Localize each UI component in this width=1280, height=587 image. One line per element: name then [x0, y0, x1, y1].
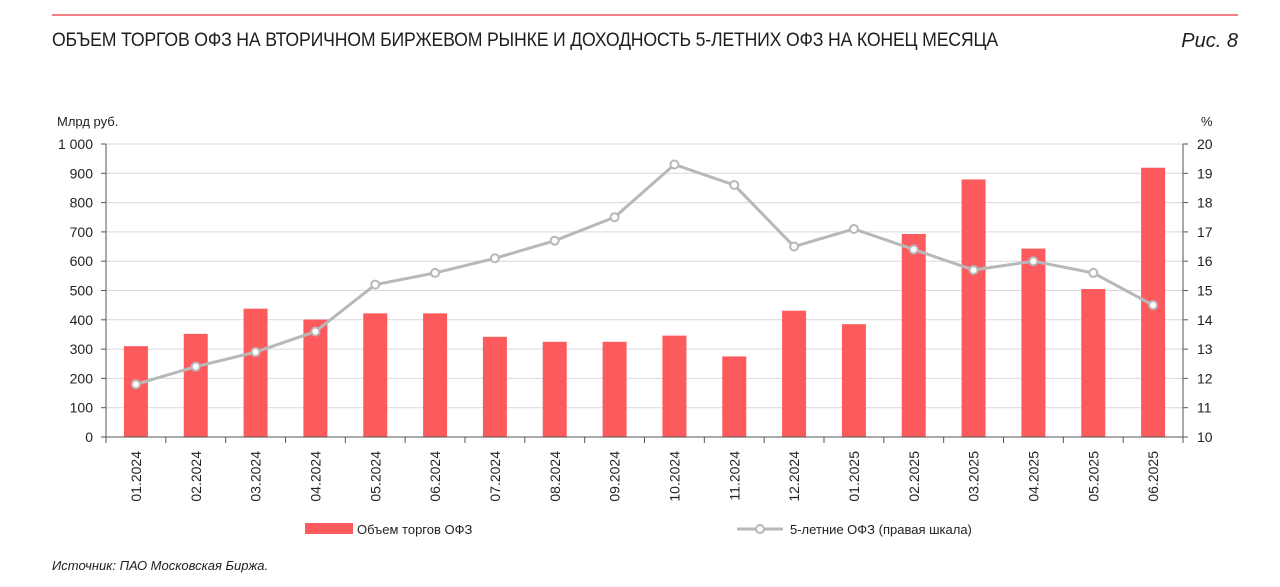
bar-02.2025 [901, 233, 926, 437]
x-tick-label: 01.2025 [846, 451, 862, 502]
y-left-tick-label: 800 [70, 195, 94, 211]
bar-08.2024 [542, 341, 567, 437]
y-left-tick-label: 400 [70, 312, 94, 328]
legend-bar-swatch [305, 523, 353, 534]
y-right-axis-label: % [1201, 114, 1213, 129]
yield-point-02.2025 [908, 244, 919, 255]
yield-point-04.2024 [310, 326, 321, 337]
y-left-tick-label: 200 [70, 370, 94, 386]
tick-labels: 0 100 200 300 400 500 600 700 800 900 1 000 10 11 12 1… [58, 136, 1213, 502]
bar-01.2024 [123, 346, 148, 437]
yield-point-06.2024 [430, 267, 441, 278]
x-tick-label: 04.2025 [1025, 451, 1041, 502]
yield-point-08.2024 [549, 235, 560, 246]
x-tick-label: 05.2024 [367, 451, 383, 502]
line-series [130, 159, 1159, 390]
legend: Объем торгов ОФЗ 5-летние ОФЗ (правая шк… [305, 522, 972, 537]
y-left-tick-label: 900 [70, 165, 94, 181]
yield-point-03.2024 [250, 347, 261, 358]
y-left-tick-label: 700 [70, 224, 94, 240]
yield-point-05.2025 [1088, 267, 1099, 278]
yield-point-01.2024 [130, 379, 141, 390]
bar-12.2024 [782, 310, 807, 437]
bar-03.2025 [961, 179, 986, 437]
y-right-tick-label: 13 [1197, 341, 1213, 357]
y-right-tick-label: 16 [1197, 253, 1213, 269]
x-tick-label: 07.2024 [487, 451, 503, 502]
x-tick-label: 02.2024 [188, 451, 204, 502]
chart-title: ОБЪЕМ ТОРГОВ ОФЗ НА ВТОРИЧНОМ БИРЖЕВОМ Р… [52, 30, 998, 51]
x-tick-label: 09.2024 [607, 451, 623, 502]
yield-point-06.2025 [1148, 300, 1159, 311]
bar-05.2025 [1081, 289, 1106, 437]
y-right-tick-label: 11 [1197, 400, 1212, 416]
yield-point-05.2024 [370, 279, 381, 290]
x-tick-label: 03.2025 [966, 451, 982, 502]
source-note: Источник: ПАО Московская Биржа. [52, 558, 269, 573]
x-tick-label: 08.2024 [547, 451, 563, 502]
gridlines [106, 143, 1183, 409]
bar-11.2024 [722, 356, 747, 437]
legend-line-label: 5-летние ОФЗ (правая шкала) [790, 522, 972, 537]
x-tick-label: 12.2024 [786, 451, 802, 502]
y-left-tick-label: 0 [85, 429, 93, 445]
bar-01.2025 [841, 324, 866, 437]
y-left-tick-label: 1 000 [58, 136, 93, 152]
yield-point-12.2024 [789, 241, 800, 252]
bar-05.2024 [363, 313, 388, 437]
bar-07.2024 [482, 336, 507, 437]
x-tick-label: 04.2024 [307, 451, 323, 502]
y-right-tick-label: 20 [1197, 136, 1213, 152]
bar-03.2024 [243, 308, 268, 437]
figure-label: Рис. 8 [1181, 30, 1238, 52]
x-tick-label: 11.2024 [726, 451, 742, 501]
x-tick-label: 03.2024 [248, 451, 264, 502]
yield-point-02.2024 [190, 361, 201, 372]
legend-line-marker [755, 524, 765, 534]
yield-line [135, 163, 1154, 386]
y-right-tick-label: 17 [1197, 224, 1213, 240]
x-tick-label: 01.2024 [128, 451, 144, 502]
bar-series [123, 167, 1166, 437]
yield-point-11.2024 [729, 180, 740, 191]
bar-06.2024 [423, 313, 448, 437]
legend-bar-label: Объем торгов ОФЗ [357, 522, 472, 537]
y-left-tick-label: 100 [70, 400, 94, 416]
y-left-axis-label: Млрд руб. [57, 114, 118, 129]
y-right-tick-label: 18 [1197, 195, 1213, 211]
x-tick-label: 06.2025 [1145, 451, 1161, 502]
y-left-tick-label: 300 [70, 341, 94, 357]
bar-10.2024 [662, 335, 687, 437]
x-tick-label: 05.2025 [1085, 451, 1101, 502]
y-right-tick-label: 12 [1197, 370, 1213, 386]
x-tick-label: 10.2024 [666, 451, 682, 502]
yield-point-01.2025 [848, 223, 859, 234]
yield-point-09.2024 [609, 212, 620, 223]
yield-point-07.2024 [489, 253, 500, 264]
y-right-tick-label: 14 [1197, 312, 1213, 328]
y-right-tick-label: 19 [1197, 165, 1213, 181]
y-right-tick-label: 15 [1197, 283, 1213, 299]
yield-point-10.2024 [669, 159, 680, 170]
yield-point-04.2025 [1028, 256, 1039, 267]
bar-04.2025 [1021, 248, 1046, 437]
bar-09.2024 [602, 341, 627, 437]
y-left-tick-label: 600 [70, 253, 94, 269]
y-right-tick-label: 10 [1197, 429, 1213, 445]
axes [101, 143, 1188, 443]
y-left-tick-label: 500 [70, 283, 94, 299]
x-tick-label: 02.2025 [906, 451, 922, 502]
bar-04.2024 [303, 319, 328, 437]
bar-02.2024 [183, 333, 208, 437]
x-tick-label: 06.2024 [427, 451, 443, 502]
header-rule [52, 14, 1238, 16]
yield-point-03.2025 [968, 264, 979, 275]
